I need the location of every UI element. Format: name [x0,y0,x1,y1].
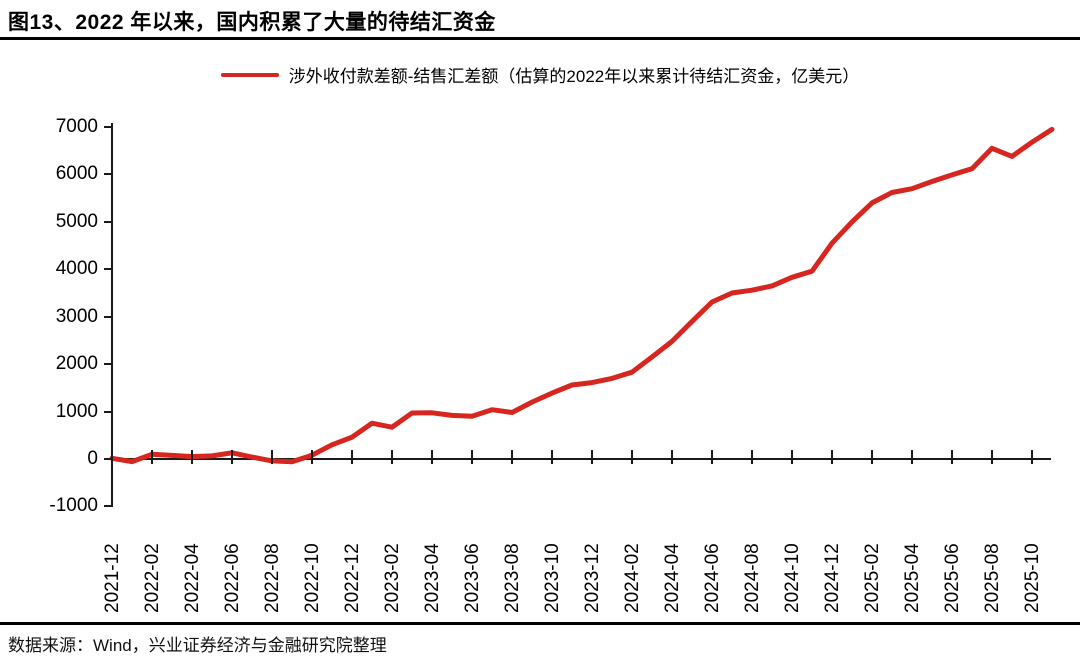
x-axis-tick [271,450,273,464]
x-axis-tick-label: 2023-02 [382,543,403,613]
x-axis-tick [311,450,313,464]
x-axis-tick-label: 2022-12 [342,543,363,613]
x-axis-tick-label: 2025-06 [942,543,963,613]
x-axis-tick [591,450,593,464]
x-axis-tick [551,450,553,464]
x-axis-tick [1031,450,1033,464]
y-axis-tick [104,220,112,223]
y-axis-tick-label: 7000 [55,116,98,137]
x-axis-tick-label: 2022-08 [262,543,283,613]
y-axis-tick [104,363,112,366]
title-divider-rule [0,37,1080,40]
x-axis-tick-label: 2024-08 [742,543,763,613]
x-axis-tick [631,450,633,464]
chart-legend: 涉外收付款差额-结售汇差额（估算的2022年以来累计待结汇资金，亿美元） [0,62,1080,87]
x-axis-tick-label: 2023-06 [462,543,483,613]
y-axis-tick [104,505,112,508]
x-axis-tick [671,450,673,464]
x-axis-tick [791,450,793,464]
x-axis-tick [951,450,953,464]
x-axis-tick-label: 2025-10 [1022,543,1043,613]
y-axis-tick-label: 1000 [55,400,98,422]
x-axis-tick-label: 2023-08 [502,543,523,613]
y-axis-tick [104,410,112,413]
x-axis-tick [751,450,753,464]
x-axis-tick [111,450,113,464]
y-axis-tick [104,268,112,271]
x-axis-tick [151,450,153,464]
x-axis-tick [991,450,993,464]
y-axis-tick-label: 2000 [55,353,98,375]
x-axis-tick-label: 2024-02 [622,543,643,613]
y-axis-tick [104,315,112,318]
chart-title: 图13、2022 年以来，国内积累了大量的待结汇资金 [8,11,496,34]
x-axis-tick-label: 2025-08 [982,543,1003,613]
x-axis-tick-label: 2022-06 [222,543,243,613]
x-axis-tick-label: 2023-04 [422,543,443,613]
x-axis-tick-label: 2023-10 [542,543,563,613]
y-axis-tick [104,173,112,176]
x-axis-tick-label: 2025-02 [862,543,883,613]
legend-line-marker [220,72,279,77]
series-line [109,126,1055,465]
x-axis-tick-label: 2022-10 [302,543,323,613]
y-axis-tick-label: 3000 [55,305,98,327]
x-axis-tick [871,450,873,464]
x-axis-tick-label: 2022-02 [142,543,163,613]
x-axis-tick-label: 2023-12 [582,543,603,613]
legend-series-label: 涉外收付款差额-结售汇差额（估算的2022年以来累计待结汇资金，亿美元） [288,67,860,86]
x-axis-tick-label: 2021-12 [102,543,123,613]
x-axis-tick [351,450,353,464]
x-axis-tick-label: 2025-04 [902,543,923,613]
x-axis-tick [911,450,913,464]
x-axis-tick-label: 2022-04 [182,543,203,613]
x-axis-tick [191,450,193,464]
x-axis-tick [391,450,393,464]
x-axis-tick [831,450,833,464]
x-axis-tick-label: 2024-12 [822,543,843,613]
y-axis-tick [104,126,112,128]
x-axis-tick [231,450,233,464]
y-axis-tick-label: 4000 [55,258,98,280]
x-axis-tick-label: 2024-10 [782,543,803,613]
y-axis-tick [104,458,112,460]
x-axis-zero-line [111,458,1051,460]
x-axis-tick [511,450,513,464]
footer-divider-rule [0,622,1080,625]
y-axis-tick-label: -1000 [49,495,98,517]
y-axis-tick-label: 0 [87,448,98,469]
x-axis-tick-label: 2024-06 [702,543,723,613]
x-axis-tick [711,450,713,464]
data-source-note: 数据来源：Wind，兴业证券经济与金融研究院整理 [8,636,387,655]
y-axis-tick-label: 6000 [55,163,98,185]
x-axis-tick [431,450,433,464]
x-axis-tick-label: 2024-04 [662,543,683,613]
y-axis-tick-label: 5000 [55,210,98,232]
x-axis-tick [471,450,473,464]
